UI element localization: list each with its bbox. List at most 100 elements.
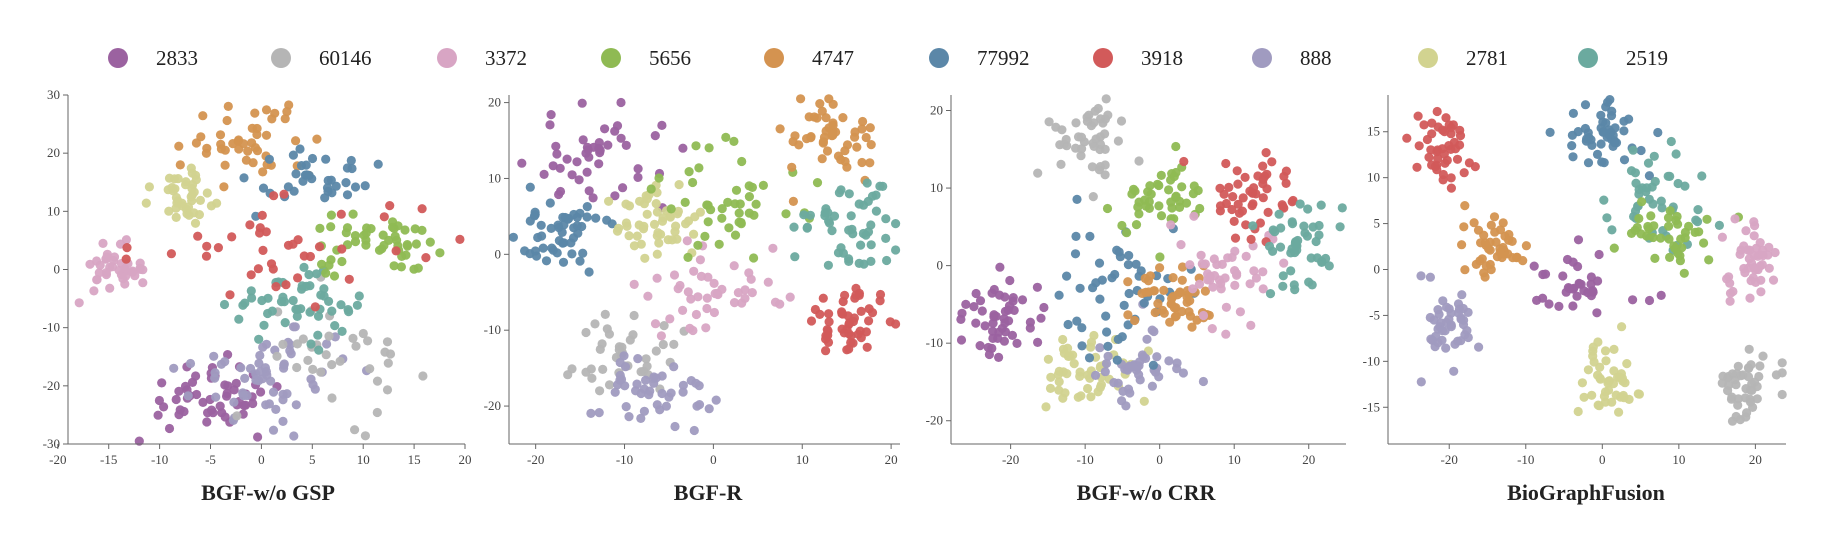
data-point (189, 187, 199, 197)
data-point (278, 395, 288, 405)
data-point (1261, 148, 1271, 158)
data-point (1758, 351, 1768, 361)
legend-label: 2519 (1626, 45, 1668, 70)
data-point (173, 174, 183, 184)
data-point (1088, 283, 1098, 293)
data-point (1258, 174, 1268, 184)
data-point (1648, 232, 1658, 243)
data-point (1650, 253, 1660, 263)
data-point (413, 263, 423, 273)
data-point (559, 238, 569, 248)
data-point (572, 157, 582, 167)
data-point (669, 362, 679, 372)
data-point (1212, 259, 1222, 270)
data-point (994, 352, 1004, 362)
data-point (1116, 116, 1127, 126)
data-point (236, 363, 246, 373)
data-point (1267, 157, 1277, 167)
data-point (706, 205, 716, 215)
data-point (215, 130, 226, 140)
data-point (1538, 293, 1548, 303)
data-point (1610, 123, 1620, 133)
y-tick-label: 10 (488, 170, 501, 185)
data-point (245, 220, 255, 230)
data-point (1178, 368, 1188, 378)
data-point (642, 209, 652, 219)
x-tick-label: 10 (1672, 452, 1685, 467)
data-point (213, 243, 223, 253)
data-point (1602, 213, 1612, 223)
data-point (1770, 247, 1780, 258)
data-point (1743, 372, 1754, 382)
data-point (1255, 218, 1265, 228)
data-point (842, 345, 852, 355)
data-point (633, 164, 643, 174)
data-point (545, 198, 555, 208)
data-point (1084, 353, 1095, 363)
data-point (956, 335, 967, 345)
data-point (788, 136, 798, 147)
data-point (858, 116, 868, 127)
data-point (584, 267, 594, 277)
data-point (581, 327, 591, 338)
data-point (299, 262, 309, 272)
data-point (1717, 232, 1727, 242)
data-point (629, 279, 639, 289)
data-point (261, 105, 272, 115)
data-point (1414, 141, 1424, 151)
data-point (1680, 233, 1690, 243)
data-point (1166, 220, 1176, 230)
data-point (1058, 334, 1068, 345)
data-point (844, 318, 855, 328)
data-point (253, 432, 263, 442)
data-point (1147, 325, 1157, 335)
data-point (322, 183, 333, 193)
data-point (616, 97, 626, 108)
data-point (1139, 396, 1149, 406)
data-point (1693, 205, 1703, 215)
y-tick-label: 5 (1374, 216, 1381, 231)
data-point (704, 143, 714, 153)
data-point (276, 297, 287, 307)
data-point (1246, 320, 1256, 330)
data-point (1082, 116, 1092, 126)
data-point (1610, 138, 1620, 148)
data-point (988, 326, 998, 336)
data-point (612, 121, 623, 131)
data-point (1727, 392, 1737, 402)
data-point (350, 231, 360, 241)
data-point (1103, 351, 1113, 361)
data-point (1626, 228, 1637, 238)
legend-label: 888 (1300, 45, 1332, 70)
data-point (252, 129, 262, 140)
scatter-panel-1: -20 -15 -10 -5 0 5 10 15 20-30-20-100102030BGF-w… (43, 87, 472, 505)
data-point (1188, 284, 1198, 294)
data-point (582, 167, 592, 177)
data-point (1230, 233, 1241, 243)
data-point (577, 98, 587, 108)
data-point (858, 228, 869, 239)
data-point (618, 183, 628, 193)
data-point (1134, 156, 1144, 166)
data-point (1270, 227, 1280, 237)
data-point (603, 140, 613, 150)
data-point (177, 198, 187, 208)
data-point (1036, 313, 1046, 323)
x-tick-label: 0 (710, 452, 717, 467)
data-point (191, 175, 201, 185)
data-point (196, 132, 206, 142)
data-point (383, 358, 393, 368)
data-point (1508, 253, 1518, 263)
legend-marker (929, 48, 949, 68)
legend-marker (271, 48, 291, 68)
data-point (1777, 358, 1787, 368)
data-point (624, 412, 634, 422)
data-point (164, 423, 175, 434)
data-point (321, 268, 331, 278)
data-point (330, 321, 340, 331)
data-point (327, 360, 337, 370)
data-point (1741, 412, 1751, 422)
data-point (856, 240, 866, 250)
data-point (1474, 342, 1484, 352)
x-tick-label: -10 (1517, 452, 1534, 467)
